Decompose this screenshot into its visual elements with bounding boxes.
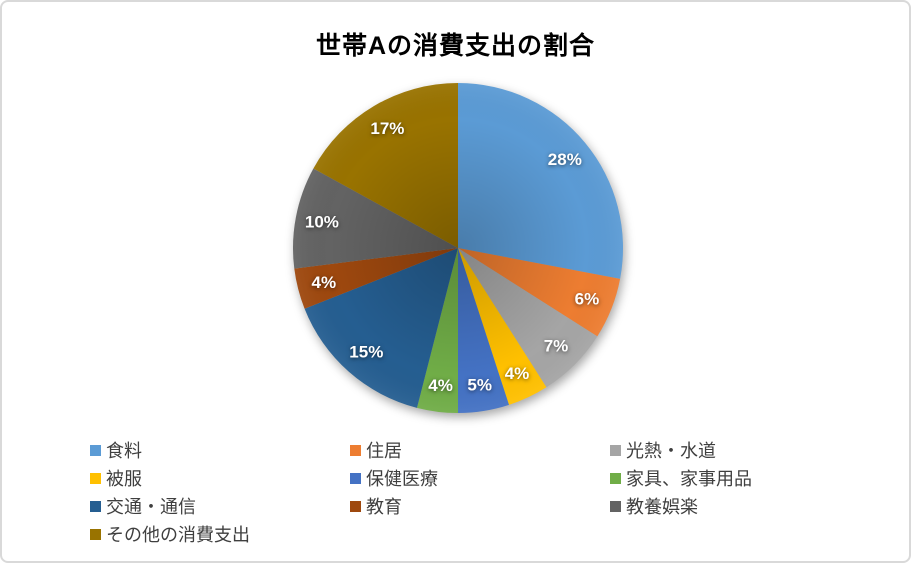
legend-item-9: その他の消費支出 [90,521,350,547]
pie-data-label-7: 4% [312,273,337,292]
legend-swatch-icon [90,500,101,512]
pie-slices-group [292,83,624,413]
pie-data-label-3: 4% [505,364,530,383]
legend-item-2: 光熱・水道 [610,437,882,463]
chart-legend: 食料 住居 光熱・水道被服 保健医療 家具、家事用品交通・通信 教育 教養娯楽その他の消費支… [90,436,882,548]
pie-data-label-9: 17% [370,119,404,138]
pie-data-label-8: 10% [305,213,339,232]
legend-item-0: 食料 [90,437,350,463]
legend-label: その他の消費支出 [106,525,250,545]
pie-data-label-0: 28% [548,150,582,169]
legend-item-7: 教育 [350,493,610,519]
legend-swatch-icon [350,500,361,512]
legend-item-8: 教養娯楽 [610,493,882,519]
legend-swatch-icon [350,472,361,484]
chart-title: 世帯Aの消費支出の割合 [315,32,596,60]
legend-swatch-icon [610,444,621,456]
pie-data-label-1: 6% [575,290,600,309]
legend-swatch-icon [90,472,101,484]
legend-label: 食料 [106,441,142,461]
legend-swatch-icon [90,444,101,456]
legend-label: 教育 [366,497,402,517]
legend-item-1: 住居 [350,437,610,463]
legend-label: 教養娯楽 [626,497,698,517]
legend-item-3: 被服 [90,465,350,491]
legend-item-5: 家具、家事用品 [610,465,882,491]
legend-item-4: 保健医療 [350,465,610,491]
legend-label: 家具、家事用品 [626,469,752,489]
pie-data-label-5: 4% [428,376,453,395]
legend-swatch-icon [350,444,361,456]
legend-swatch-icon [610,472,621,484]
legend-label: 住居 [366,441,402,461]
legend-label: 光熱・水道 [626,441,716,461]
pie-data-label-2: 7% [544,337,569,356]
pie-data-label-6: 15% [349,343,383,362]
pie-data-label-4: 5% [467,375,492,394]
legend-item-6: 交通・通信 [90,493,350,519]
pie-slice-0 [458,83,624,279]
legend-label: 保健医療 [366,469,438,489]
legend-swatch-icon [610,500,621,512]
legend-swatch-icon [90,528,101,540]
legend-label: 交通・通信 [106,497,196,517]
legend-label: 被服 [106,469,142,489]
